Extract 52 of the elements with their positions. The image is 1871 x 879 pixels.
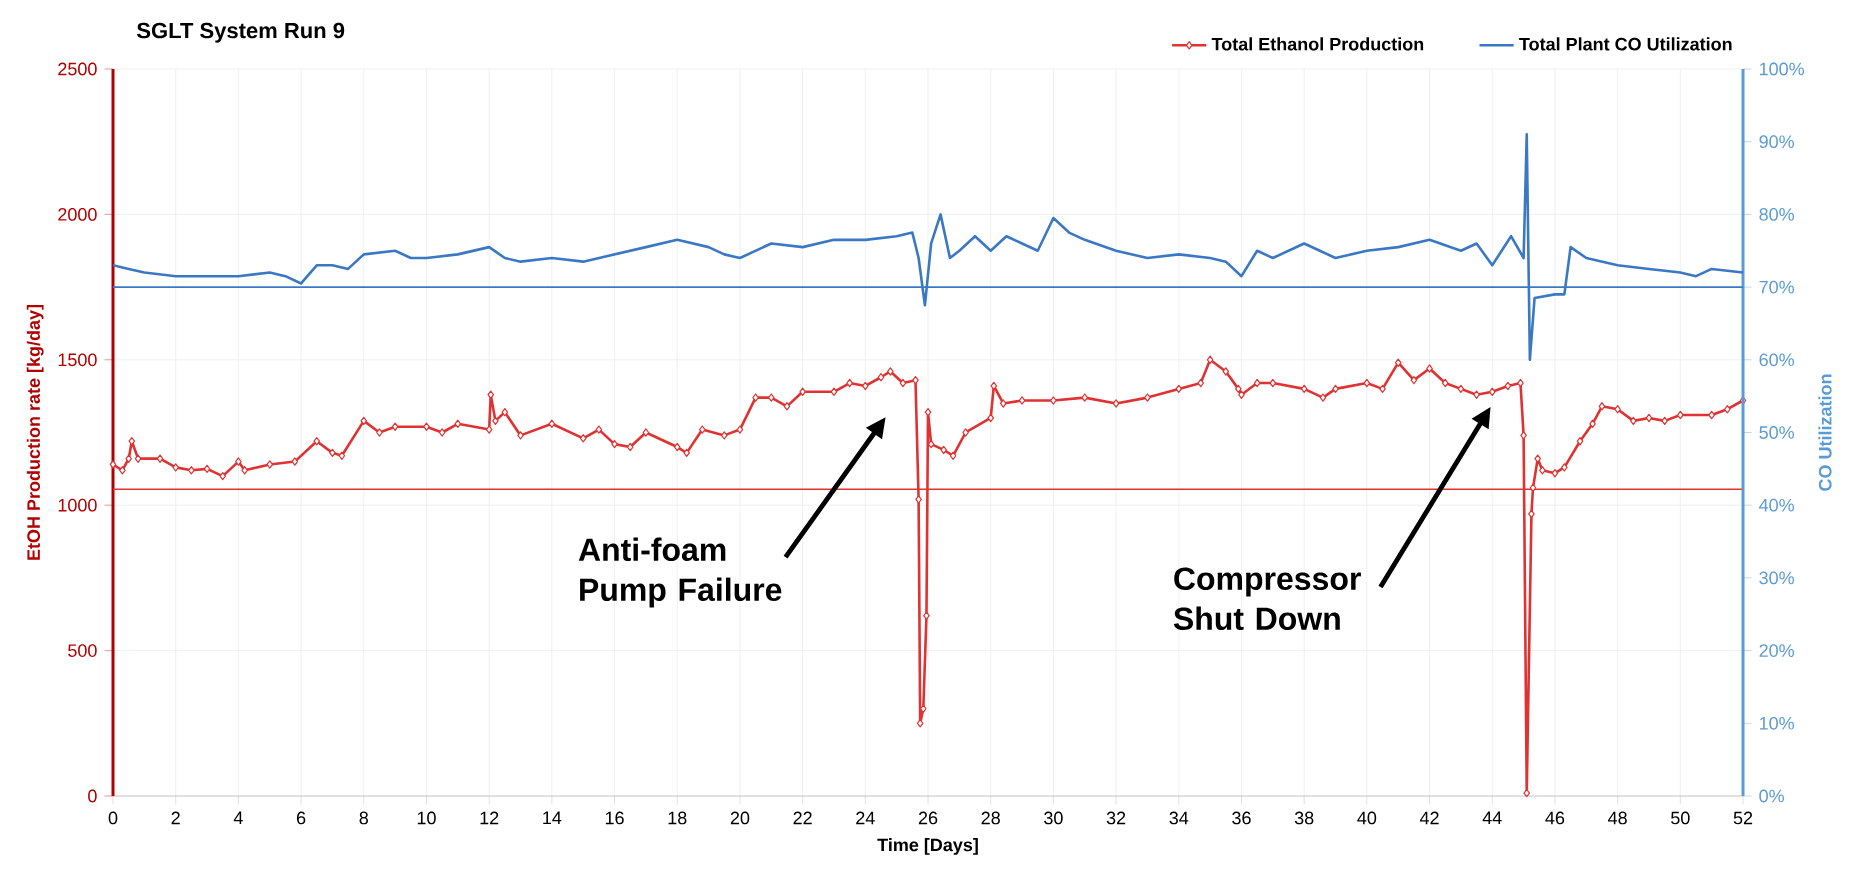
x-tick-label: 40 xyxy=(1357,811,1377,825)
y-tick-label: 0 xyxy=(88,789,97,803)
legend-label: Total Plant CO Utilization xyxy=(1519,37,1732,51)
x-tick-label: 50 xyxy=(1671,811,1690,825)
x-tick-label: 36 xyxy=(1232,811,1251,825)
x-tick-label: 12 xyxy=(480,811,499,825)
x-tick-label: 4 xyxy=(233,811,243,824)
x-tick-label: 48 xyxy=(1608,811,1627,825)
x-tick-label: 22 xyxy=(793,811,812,825)
x-tick-label: 6 xyxy=(296,811,306,825)
chart-title: SGLT System Run 9 xyxy=(136,22,345,43)
y2-tick-label: 60% xyxy=(1759,353,1795,367)
y2-tick-label: 50% xyxy=(1759,426,1795,439)
y2-tick-label: 70% xyxy=(1759,280,1795,294)
y2-tick-label: 0% xyxy=(1759,789,1784,803)
y-axis-title: EtOH Production rate [kg/day] xyxy=(26,305,44,560)
y2-tick-label: 100% xyxy=(1760,62,1805,76)
x-tick-label: 10 xyxy=(417,811,436,825)
y-tick-label: 1500 xyxy=(58,353,97,367)
x-tick-label: 8 xyxy=(359,811,368,825)
x-axis-title: Time [Days] xyxy=(877,838,978,855)
x-tick-label: 44 xyxy=(1482,811,1502,824)
x-tick-label: 42 xyxy=(1419,811,1439,825)
x-tick-label: 38 xyxy=(1294,811,1314,825)
y-tick-label: 500 xyxy=(68,644,97,657)
y2-tick-label: 90% xyxy=(1759,135,1795,149)
x-tick-label: 26 xyxy=(918,811,938,825)
y2-tick-label: 80% xyxy=(1759,208,1795,221)
x-tick-label: 34 xyxy=(1169,811,1189,825)
x-tick-label: 30 xyxy=(1044,811,1063,825)
x-tick-label: 52 xyxy=(1733,811,1753,825)
y-tick-label: 2500 xyxy=(58,62,97,76)
legend-label: Total Ethanol Production xyxy=(1211,37,1424,51)
x-tick-label: 32 xyxy=(1106,811,1126,825)
x-tick-label: 20 xyxy=(730,811,750,825)
y-tick-label: 2000 xyxy=(58,208,97,221)
y2-tick-label: 10% xyxy=(1760,716,1795,730)
y2-tick-label: 30% xyxy=(1759,571,1795,585)
x-tick-label: 18 xyxy=(668,811,687,825)
y2-tick-label: 20% xyxy=(1759,644,1795,657)
x-tick-label: 46 xyxy=(1545,811,1565,825)
x-tick-label: 16 xyxy=(605,811,624,825)
x-tick-label: 14 xyxy=(543,811,562,824)
y2-axis-title: CO Utilization xyxy=(1818,374,1832,491)
y-tick-label: 1000 xyxy=(58,498,97,512)
annotation: Anti-foam Pump Failure xyxy=(578,537,782,608)
x-tick-label: 2 xyxy=(171,811,180,825)
x-tick-label: 0 xyxy=(108,811,118,825)
annotation: Compressor Shut Down xyxy=(1173,567,1361,631)
y2-tick-label: 40% xyxy=(1759,498,1795,512)
x-tick-label: 24 xyxy=(856,811,875,825)
x-tick-label: 28 xyxy=(981,811,1000,825)
